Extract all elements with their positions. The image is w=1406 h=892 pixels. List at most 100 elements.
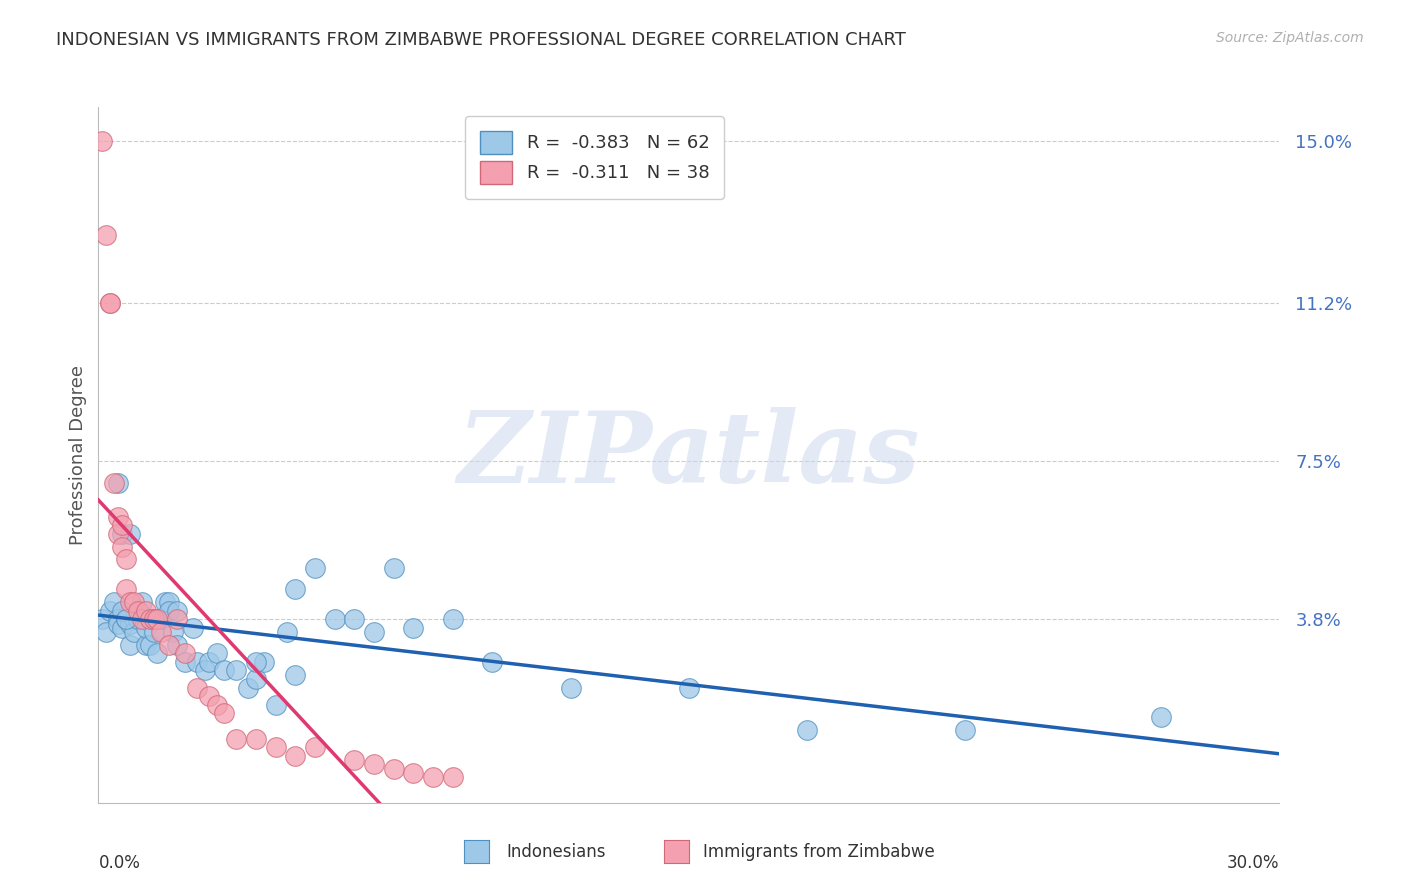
Point xyxy=(166,604,188,618)
Point xyxy=(284,582,307,597)
Point xyxy=(122,625,145,640)
Point xyxy=(98,604,121,618)
Text: 0.0%: 0.0% xyxy=(98,854,141,872)
Point xyxy=(284,667,307,681)
Point xyxy=(225,664,247,678)
Point xyxy=(122,612,145,626)
Point xyxy=(363,757,385,772)
Point xyxy=(146,612,169,626)
Point xyxy=(181,621,204,635)
Point xyxy=(796,723,818,738)
Point xyxy=(422,770,444,784)
Point xyxy=(157,595,180,609)
Point xyxy=(953,723,976,738)
Point xyxy=(135,604,157,618)
Point xyxy=(157,604,180,618)
Point xyxy=(264,698,287,712)
Point xyxy=(131,612,153,626)
Point xyxy=(118,616,141,631)
Point xyxy=(111,527,134,541)
Point xyxy=(111,621,134,635)
Point xyxy=(253,655,276,669)
Point xyxy=(107,616,129,631)
Point xyxy=(441,770,464,784)
Point xyxy=(162,625,184,640)
Point xyxy=(166,612,188,626)
Point xyxy=(284,748,307,763)
Point xyxy=(118,595,141,609)
Point xyxy=(264,740,287,755)
Point xyxy=(127,604,149,618)
Point xyxy=(107,509,129,524)
Point xyxy=(304,561,326,575)
Point xyxy=(127,612,149,626)
Point xyxy=(138,612,160,626)
Point xyxy=(205,698,228,712)
Point xyxy=(245,731,267,746)
Point xyxy=(363,625,385,640)
Point xyxy=(115,612,138,626)
Point xyxy=(150,612,173,626)
Point xyxy=(111,604,134,618)
Point xyxy=(96,228,118,243)
Text: Indonesians: Indonesians xyxy=(506,843,606,861)
Point xyxy=(174,647,197,661)
Point xyxy=(382,561,405,575)
Point xyxy=(205,647,228,661)
Point xyxy=(146,647,169,661)
Point xyxy=(98,296,121,310)
Point xyxy=(441,612,464,626)
Point xyxy=(103,595,125,609)
Point xyxy=(678,681,700,695)
Legend: R =  -0.383   N = 62, R =  -0.311   N = 38: R = -0.383 N = 62, R = -0.311 N = 38 xyxy=(465,116,724,199)
Point xyxy=(1150,710,1173,724)
Point xyxy=(107,612,129,626)
Point xyxy=(115,612,138,626)
Point xyxy=(186,681,208,695)
Point xyxy=(245,655,267,669)
Point xyxy=(343,612,366,626)
Point xyxy=(111,540,134,554)
Point xyxy=(225,731,247,746)
Point xyxy=(197,689,219,703)
Point xyxy=(91,134,114,148)
Point xyxy=(122,595,145,609)
Point xyxy=(118,527,141,541)
Point xyxy=(115,582,138,597)
Point xyxy=(118,638,141,652)
Y-axis label: Professional Degree: Professional Degree xyxy=(69,365,87,545)
Point xyxy=(142,625,165,640)
Point xyxy=(142,612,165,626)
Point xyxy=(127,604,149,618)
Point xyxy=(194,664,217,678)
Point xyxy=(107,475,129,490)
Point xyxy=(276,625,298,640)
Point xyxy=(214,706,236,721)
Point xyxy=(138,638,160,652)
Text: Immigrants from Zimbabwe: Immigrants from Zimbabwe xyxy=(703,843,935,861)
Point xyxy=(245,672,267,686)
Point xyxy=(214,664,236,678)
Point xyxy=(135,638,157,652)
Point xyxy=(157,638,180,652)
Point xyxy=(197,655,219,669)
Point xyxy=(103,475,125,490)
Point xyxy=(186,655,208,669)
Point xyxy=(98,296,121,310)
Text: 30.0%: 30.0% xyxy=(1227,854,1279,872)
Point xyxy=(96,625,118,640)
Point xyxy=(150,625,173,640)
Point xyxy=(323,612,346,626)
Point xyxy=(115,552,138,566)
Point xyxy=(402,766,425,780)
Point xyxy=(91,612,114,626)
Text: INDONESIAN VS IMMIGRANTS FROM ZIMBABWE PROFESSIONAL DEGREE CORRELATION CHART: INDONESIAN VS IMMIGRANTS FROM ZIMBABWE P… xyxy=(56,31,905,49)
Text: Source: ZipAtlas.com: Source: ZipAtlas.com xyxy=(1216,31,1364,45)
Point xyxy=(107,527,129,541)
Point xyxy=(236,681,259,695)
Point xyxy=(560,681,582,695)
Point xyxy=(174,655,197,669)
Point xyxy=(131,595,153,609)
Point xyxy=(155,595,177,609)
Point xyxy=(304,740,326,755)
